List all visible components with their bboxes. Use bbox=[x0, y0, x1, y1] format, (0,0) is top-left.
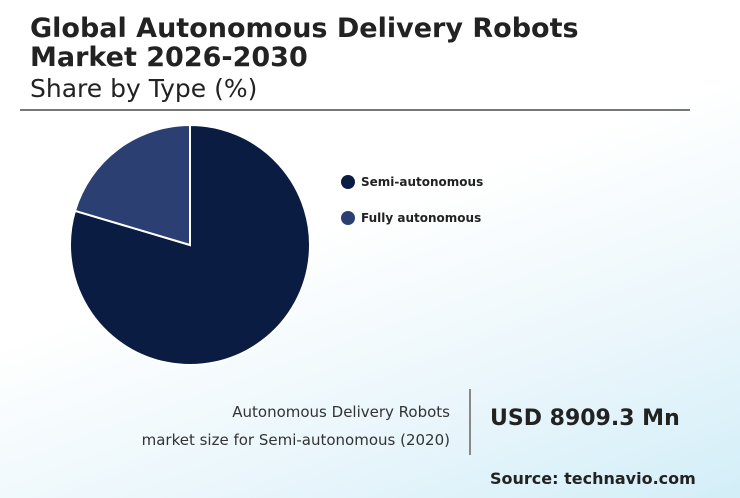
desc-line-1: Autonomous Delivery Robots bbox=[232, 403, 450, 421]
chart-title: Global Autonomous Delivery Robots Market… bbox=[30, 13, 579, 73]
source-text: Source: technavio.com bbox=[490, 469, 696, 488]
market-size-value: USD 8909.3 Mn bbox=[490, 406, 680, 431]
divider bbox=[20, 109, 690, 111]
legend-label: Semi-autonomous bbox=[361, 175, 484, 189]
chart-subtitle: Share by Type (%) bbox=[30, 74, 258, 103]
footer-divider bbox=[469, 389, 471, 455]
pie-slice-fully-autonomous bbox=[73, 123, 191, 247]
legend-label: Fully autonomous bbox=[361, 211, 482, 225]
legend-marker-icon bbox=[341, 211, 355, 225]
pie-slice-semi-autonomous bbox=[69, 123, 311, 366]
legend-marker-icon bbox=[341, 175, 355, 189]
market-size-description: Autonomous Delivery Robots market size f… bbox=[142, 398, 450, 454]
legend-item: Semi-autonomous bbox=[341, 175, 483, 189]
desc-line-2: market size for Semi-autonomous (2020) bbox=[141, 431, 450, 449]
legend-item: Fully autonomous bbox=[341, 211, 481, 225]
